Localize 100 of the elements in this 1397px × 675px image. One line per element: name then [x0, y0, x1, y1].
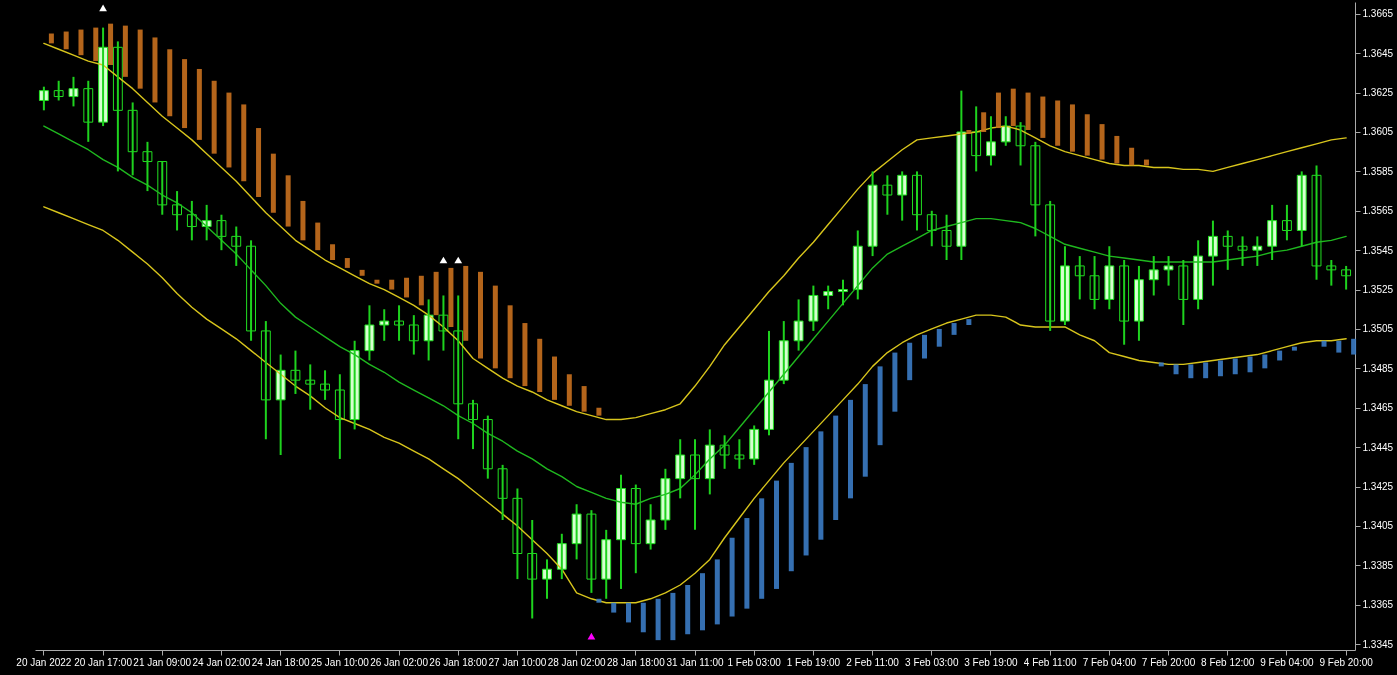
bar: [1351, 338, 1357, 355]
x-tick-label: 26 Jan 02:00: [370, 656, 429, 668]
candlestick: [1163, 255, 1174, 287]
bar: [108, 23, 114, 66]
bar: [833, 415, 839, 521]
bar: [152, 37, 158, 103]
y-tick-label: 1.3445: [1362, 441, 1394, 453]
bar: [552, 356, 558, 400]
candlestick: [793, 298, 804, 352]
bar: [78, 29, 84, 56]
y-tick-label: 1.3625: [1362, 87, 1394, 99]
bar: [921, 334, 927, 359]
bar: [1188, 364, 1194, 379]
bar: [788, 462, 794, 572]
x-tick-label: 7 Feb 20:00: [1141, 656, 1196, 668]
bar: [1158, 362, 1164, 367]
bar: [522, 323, 528, 387]
bar: [211, 80, 217, 154]
bar: [537, 338, 543, 392]
bar: [344, 258, 350, 268]
x-tick-label: 31 Jan 11:00: [666, 656, 724, 668]
candlestick: [290, 349, 301, 395]
x-tick-label: 7 Feb 04:00: [1082, 656, 1137, 668]
x-tick-label: 2 Feb 11:00: [846, 656, 900, 668]
bar: [196, 68, 202, 140]
x-tick-label: 25 Jan 10:00: [310, 656, 370, 668]
bar: [581, 386, 587, 412]
line-series: [43, 125, 1347, 505]
bar: [862, 384, 868, 477]
line-series: [43, 42, 1347, 421]
bar: [300, 200, 306, 241]
bar: [566, 374, 572, 406]
bar: [611, 602, 617, 613]
bar: [1099, 124, 1105, 160]
bar: [995, 92, 1001, 129]
bar: [226, 92, 232, 168]
bar: [48, 33, 54, 44]
candlestick: [1237, 235, 1248, 267]
bar: [478, 271, 484, 359]
candlestick: [1089, 255, 1100, 311]
x-tick-label: 24 Jan 02:00: [192, 656, 251, 668]
bar: [1291, 346, 1297, 351]
candlestick: [941, 213, 952, 262]
bar: [1336, 340, 1342, 353]
candlestick: [1311, 164, 1322, 281]
bar: [818, 431, 824, 540]
y-tick-label: 1.3585: [1362, 165, 1394, 177]
bar: [1040, 96, 1046, 138]
bar: [374, 279, 380, 284]
bar: [93, 27, 99, 62]
bar: [463, 265, 469, 341]
y-tick-label: 1.3605: [1362, 126, 1394, 138]
bar: [1129, 147, 1135, 166]
bar: [626, 602, 632, 623]
y-tick-label: 1.3425: [1362, 481, 1394, 493]
bar: [241, 104, 247, 182]
bar: [803, 447, 809, 556]
x-tick-label: 26 Jan 18:00: [429, 656, 488, 668]
bar: [714, 559, 720, 625]
x-tick-label: 8 Feb 12:00: [1201, 656, 1255, 668]
y-tick-label: 1.3385: [1362, 559, 1394, 571]
x-tick-label: 28 Jan 02:00: [547, 656, 606, 668]
bar: [966, 130, 972, 134]
bar: [1232, 358, 1238, 375]
bar: [773, 480, 779, 589]
candlestick: [379, 308, 390, 342]
bar: [1069, 104, 1075, 152]
bar: [359, 269, 365, 276]
line-series: [43, 206, 1347, 604]
x-tick-label: 27 Jan 10:00: [488, 656, 547, 668]
bar: [404, 277, 410, 298]
x-tick-label: 3 Feb 03:00: [905, 656, 959, 668]
candlestick: [142, 140, 153, 193]
y-tick-label: 1.3365: [1362, 599, 1394, 611]
bar: [448, 267, 454, 327]
point: [587, 632, 596, 640]
x-tick-label: 4 Feb 11:00: [1023, 656, 1077, 668]
bar: [1277, 350, 1283, 361]
bar: [1114, 135, 1120, 164]
bar: [1262, 354, 1268, 369]
bar: [1217, 360, 1223, 377]
bar: [1055, 100, 1061, 146]
bar: [877, 366, 883, 446]
x-tick-label: 20 Jan 2022: [16, 656, 72, 668]
y-tick-label: 1.3545: [1362, 244, 1394, 256]
bar: [729, 537, 735, 617]
bar: [596, 407, 602, 416]
bar: [981, 112, 987, 132]
y-tick-label: 1.3465: [1362, 402, 1394, 414]
bar: [670, 592, 676, 641]
bar: [492, 285, 498, 369]
bar: [744, 518, 750, 609]
bar: [655, 598, 661, 641]
bar: [507, 305, 513, 379]
bar: [759, 498, 765, 599]
bar: [1084, 114, 1090, 156]
candlestick: [1326, 259, 1337, 287]
y-tick-label: 1.3345: [1362, 638, 1394, 650]
x-tick-label: 9 Feb 20:00: [1319, 656, 1374, 668]
y-tick-label: 1.3645: [1362, 47, 1394, 59]
